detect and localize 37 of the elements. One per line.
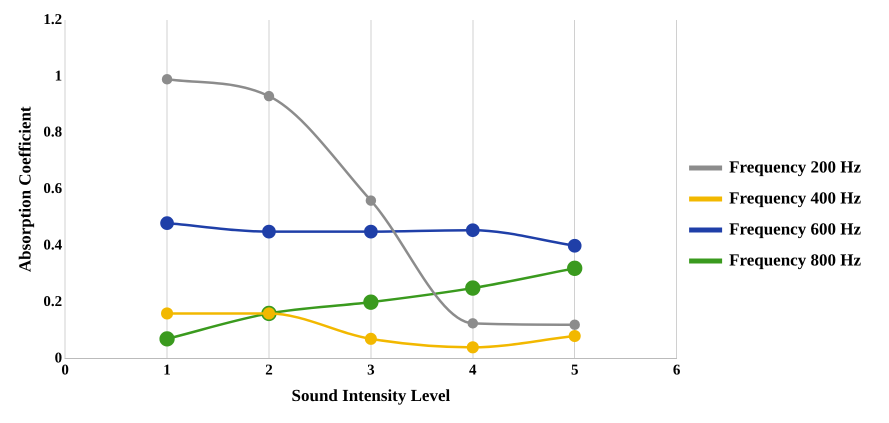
point [465,280,480,296]
y-tick-label: 0.6 [43,181,63,198]
point [568,330,581,342]
legend-label: Frequency 400 Hz [729,188,862,208]
y-tick-label: 1 [54,68,62,84]
y-tick-label: 0.8 [43,124,62,141]
point [364,224,378,238]
point [159,331,175,346]
x-tick-label: 4 [469,362,478,378]
legend-label: Frequency 600 Hz [729,219,862,238]
x-tick-label: 2 [265,362,273,378]
x-tick-label: 5 [570,362,578,378]
point [567,260,582,276]
point [363,294,379,310]
legend-label: Frequency 200 Hz [729,157,862,176]
point [569,319,580,330]
y-axis-title: Absorption Coefficient [16,106,35,272]
y-tick-label: 1.2 [43,12,62,28]
x-tick-label: 6 [672,362,681,378]
point [262,224,276,238]
point [466,341,479,354]
point [160,216,174,230]
point [264,90,274,102]
point [366,195,376,206]
point [468,318,478,329]
point [466,223,480,238]
x-tick-label: 1 [163,362,171,378]
point [364,332,377,345]
y-tick-label: 0 [54,350,62,366]
point [161,307,174,320]
x-tick-label: 3 [367,362,375,378]
legend-label: Frequency 800 Hz [729,250,862,270]
point [162,74,172,85]
y-tick-label: 0.2 [43,294,62,310]
point [568,238,582,253]
y-tick-label: 0.4 [43,238,63,254]
x-axis-title: Sound Intensity Level [292,386,451,406]
